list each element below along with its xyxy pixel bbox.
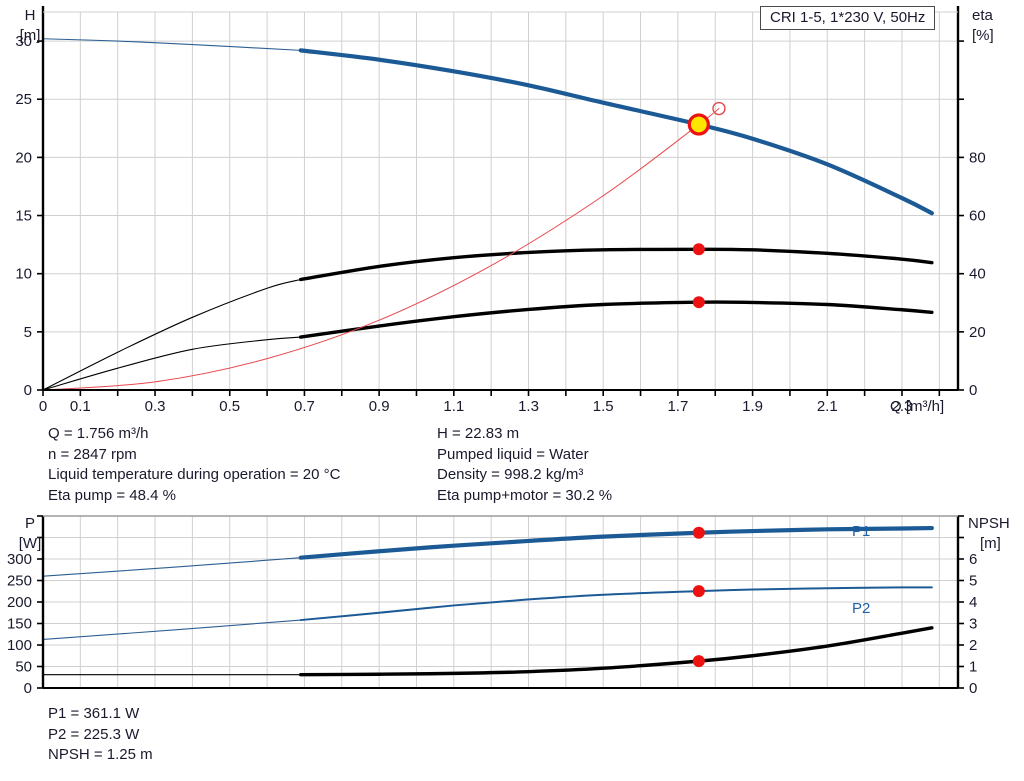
tick-label-q-1.7: 1.7 [667,398,688,415]
duty-point-marker [687,113,710,136]
axis-title-eta: eta [972,7,994,24]
duty-info-left-line-1: n = 2847 rpm [48,445,137,463]
curve-P1 [298,525,934,560]
tick-label-q-2.3: 2.3 [892,398,913,415]
tick-label-h-5: 5 [24,324,32,341]
tick-label-h-15: 15 [15,208,32,225]
head-efficiency-chart: 0 5 10 15 20 25 30 0 20 40 60 80 0 0.1 0.3 0.5 0.7 0.9 1.1… [15,6,994,415]
tick-label-eta-0: 0 [969,382,977,399]
duty-marker-P1 [692,526,705,539]
axis-unit-eta: [%] [972,27,994,44]
tick-label-q-1.1: 1.1 [443,398,464,415]
tick-label-q-1.3: 1.3 [518,398,539,415]
tick-label-q-0.7: 0.7 [294,398,315,415]
tick-label-q-0.3: 0.3 [145,398,166,415]
tick-label-q-0.1: 0.1 [70,398,91,415]
tick-label-p-0: 0 [24,680,32,697]
series-tag-p2: P2 [852,600,870,617]
curve-eta-pump [298,247,934,282]
tick-label-h-0: 0 [24,382,32,399]
tick-label-eta-80: 80 [969,149,986,166]
duty-info-left: Q = 1.756 m³/h n = 2847 rpm Liquid tempera… [48,424,340,506]
curve-NPSH [298,626,934,677]
bottom-plot: P1 P2 0 50 100 150 200 250 300 0 1 2 3 4 5 6 P [W] NPSH [m] [7,515,1010,697]
tick-label-npsh-6: 6 [969,551,977,568]
power-info-line-2: NPSH = 1.25 m [48,746,153,763]
tick-label-eta-40: 40 [969,266,986,283]
curve-P2 [299,586,933,622]
top-plot: 0 5 10 15 20 25 30 0 20 40 60 80 0 0.1 0.3 0.5 0.7 0.9 1.1… [15,6,994,415]
duty-info-left-line-3: Eta pump = 48.4 % [48,486,176,504]
duty-info-right-line-0: H = 22.83 m [437,425,520,442]
duty-info-right-line-1: Pumped liquid = Water [437,445,589,463]
axis-unit-npsh: [m] [980,535,1001,552]
duty-info-left-line-0: Q = 1.756 m³/h [48,425,149,442]
curve-eta-pump-motor [298,300,934,339]
tick-label-p-300: 300 [7,551,32,568]
axis-title-npsh: NPSH [968,515,1010,532]
duty-info-left-line-2: Liquid temperature during operation = 20… [48,466,341,483]
tick-label-p-100: 100 [7,637,32,654]
legend-pump-model: CRI 1-5, 1*230 V, 50Hz [760,6,936,30]
tick-label-h-10: 10 [15,266,32,283]
legend-text: CRI 1-5, 1*230 V, 50Hz [770,9,926,26]
tick-label-p-250: 250 [7,573,32,590]
tick-label-q-0.9: 0.9 [369,398,390,415]
duty-info-right-line-3: Eta pump+motor = 30.2 % [437,486,613,504]
curve-system-curve [42,108,720,391]
tick-label-npsh-1: 1 [969,659,977,676]
duty-info-right-line-2: Density = 998.2 kg/m³ [437,466,584,483]
tick-label-q-2.1: 2.1 [817,398,838,415]
tick-label-npsh-5: 5 [969,573,977,590]
power-info-line-0: P1 = 361.1 W [48,705,140,722]
power-info: P1 = 361.1 W P2 = 225.3 W NPSH = 1.25 m [48,704,153,766]
tick-label-p-150: 150 [7,616,32,633]
series-tag-p1: P1 [852,523,870,540]
axis-title-q: Q [m³/h] [890,398,944,415]
duty-marker-P2 [692,585,705,598]
tick-label-eta-60: 60 [969,208,986,225]
tick-label-h-25: 25 [15,91,32,108]
curve-H-curve-operating [298,48,934,216]
axis-unit-p: [W] [19,535,42,552]
secondary-point-marker [712,101,726,116]
axis-title-p: P [25,515,35,532]
tick-label-npsh-3: 3 [969,616,977,633]
power-npsh-chart: P1 P2 0 50 100 150 200 250 300 0 1 2 3 4 5 6 P [W] NPSH [m] [7,515,1010,697]
duty-info-right: H = 22.83 m Pumped liquid = Water Density … [437,424,612,506]
eta-marker-1 [692,296,705,309]
curve-P1-thin [42,557,302,577]
tick-label-npsh-0: 0 [969,680,977,697]
curve-eta-pump-thin [42,278,302,391]
tick-label-npsh-4: 4 [969,594,977,611]
axis-unit-h: [m] [20,27,41,44]
tick-label-q-0.5: 0.5 [219,398,240,415]
tick-label-eta-20: 20 [969,324,986,341]
tick-label-q-1.5: 1.5 [593,398,614,415]
axis-title-h: H [25,7,36,24]
eta-marker-0 [692,243,705,256]
duty-marker-NPSH [692,655,705,668]
tick-label-h-30: 30 [15,33,32,50]
curve-H-curve-full [42,38,302,51]
curve-P2-thin [42,619,302,640]
tick-label-q-0: 0 [39,398,47,415]
curve-eta-pump-motor-thin [42,336,302,391]
tick-label-q-1.9: 1.9 [742,398,763,415]
power-info-line-1: P2 = 225.3 W [48,725,140,743]
tick-label-npsh-2: 2 [969,637,977,654]
tick-label-h-20: 20 [15,149,32,166]
tick-label-p-200: 200 [7,594,32,611]
tick-label-p-50: 50 [15,659,32,676]
